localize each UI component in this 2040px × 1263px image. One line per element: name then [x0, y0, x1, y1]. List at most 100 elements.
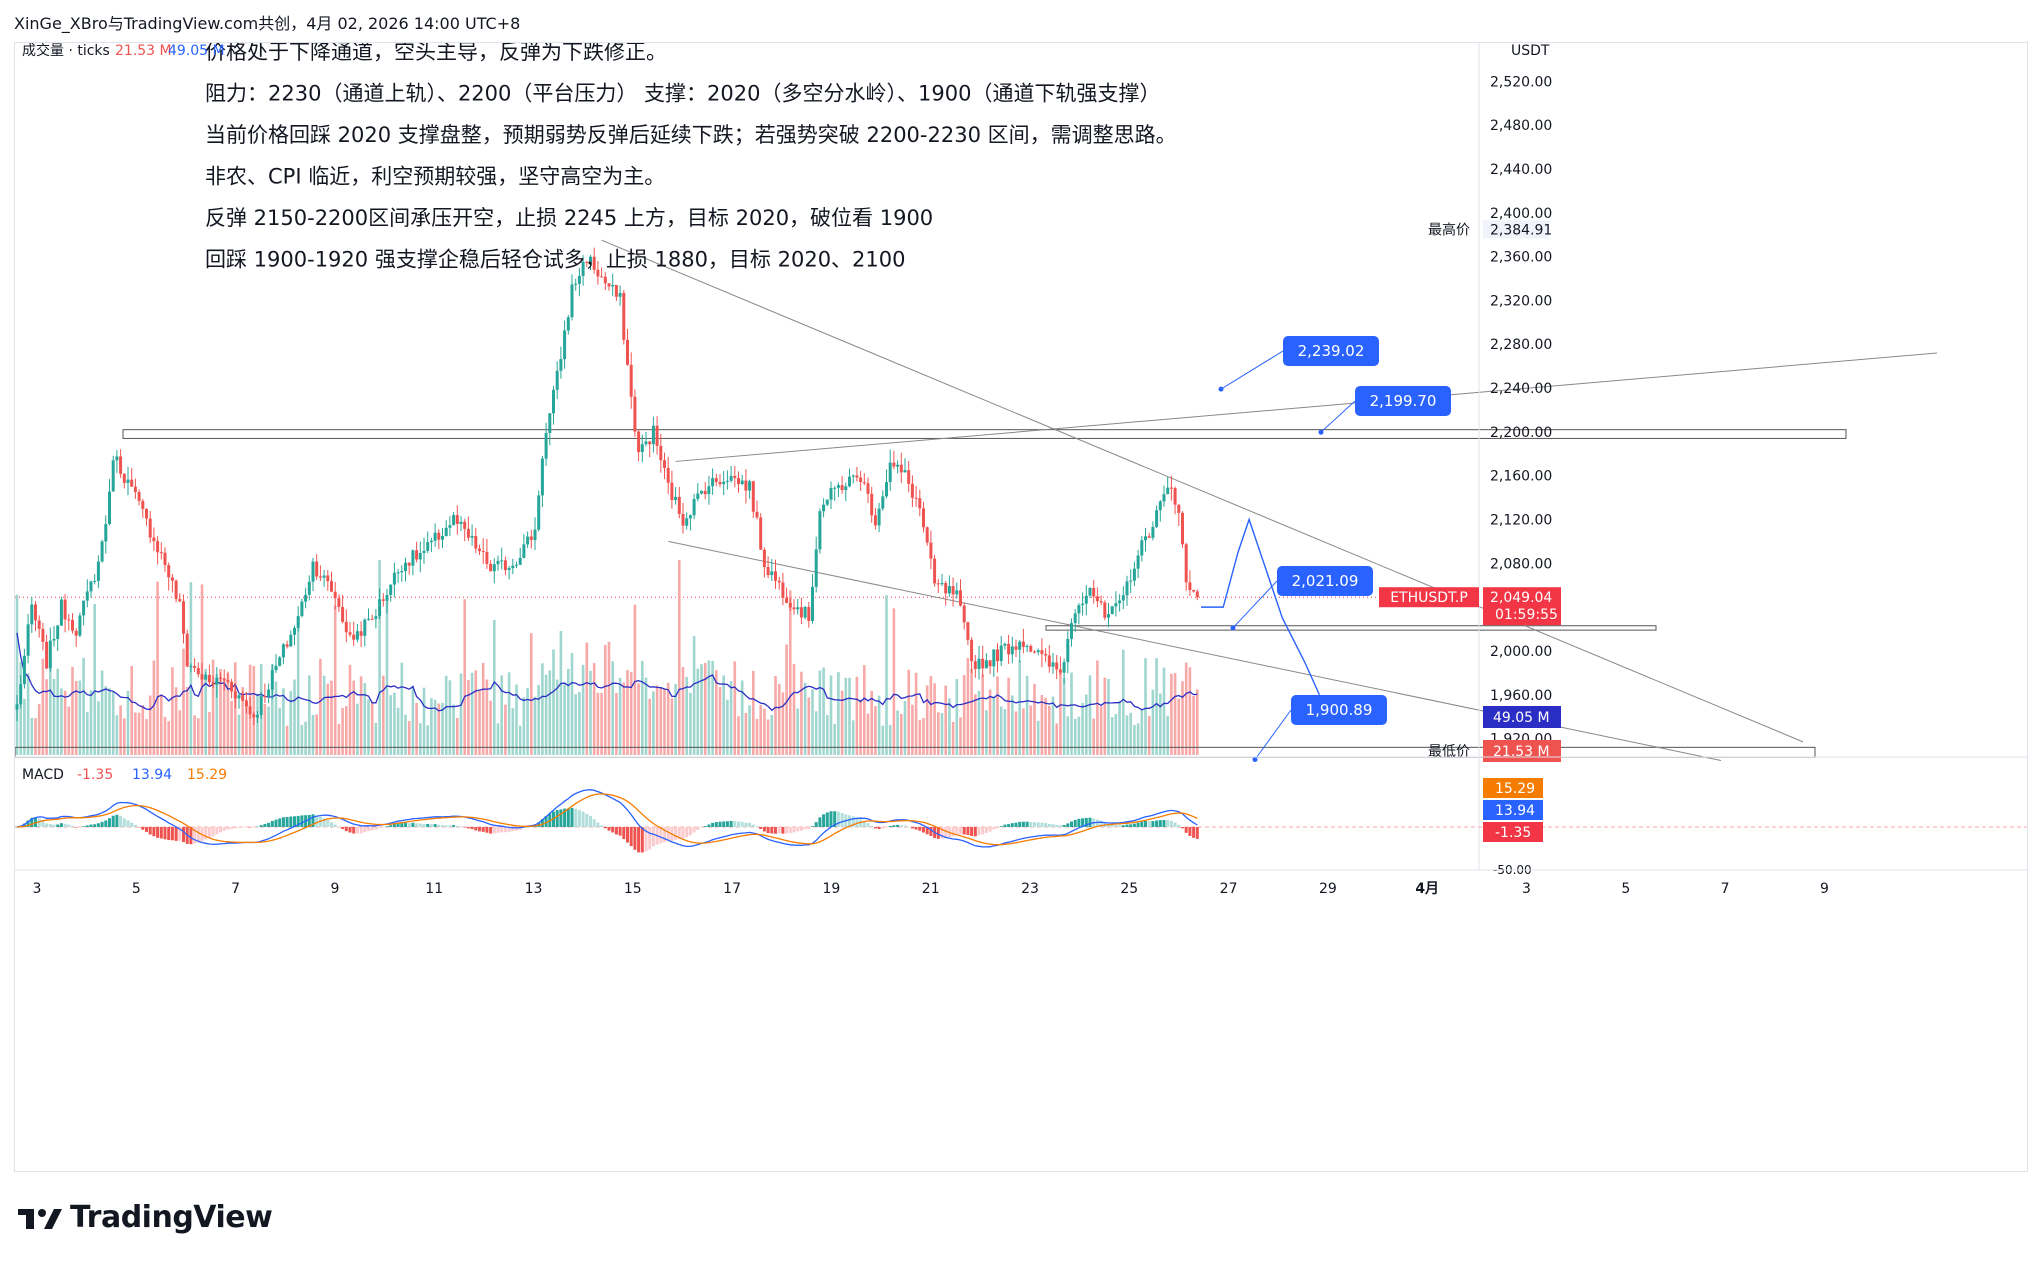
- candle-body: [56, 625, 60, 639]
- macd-bar: [703, 826, 707, 827]
- volume-bar: [167, 721, 170, 755]
- candle-body: [196, 668, 200, 675]
- volume-bar: [49, 659, 52, 755]
- candle-body: [759, 517, 763, 550]
- candle-body: [455, 515, 459, 524]
- candle-body: [322, 575, 326, 578]
- chart-panel[interactable]: 2,239.02 2,199.70 2,021.09 1,900.89 价格处于下降通道…: [14, 42, 2028, 1172]
- candle-body: [344, 621, 348, 633]
- volume-bar: [241, 687, 244, 755]
- macd-bar: [833, 811, 837, 827]
- volume-bar: [285, 725, 289, 755]
- price-chart[interactable]: 2,239.02 2,199.70 2,021.09 1,900.89 价格处于下降通道…: [15, 43, 2027, 1171]
- channel-upper-line: [601, 239, 1804, 743]
- volume-bar: [707, 660, 711, 755]
- last-price-countdown: 01:59:55: [1495, 607, 1558, 623]
- candle-body: [182, 601, 185, 634]
- volume-bar: [696, 668, 700, 755]
- macd-bar: [714, 822, 718, 827]
- volume-bar: [1099, 706, 1103, 755]
- candle-body: [603, 276, 607, 284]
- volume-bar: [1059, 672, 1062, 755]
- volume-bar: [666, 682, 670, 755]
- volume-bar: [123, 718, 126, 755]
- macd-bar: [733, 821, 737, 827]
- candle-body: [696, 493, 700, 500]
- volume-bar: [807, 697, 811, 755]
- volume-bar: [104, 686, 108, 755]
- macd-bar: [489, 827, 493, 834]
- candle-body: [933, 558, 937, 584]
- candle-body: [492, 564, 496, 572]
- volume-bar: [274, 681, 278, 755]
- volume-bar: [134, 712, 137, 755]
- candle-body: [877, 508, 881, 526]
- macd-histogram: [15, 807, 1199, 853]
- volume-bar: [1040, 694, 1044, 755]
- macd-bar: [862, 821, 866, 827]
- volume-bar: [870, 690, 873, 755]
- volume-bar: [526, 687, 529, 755]
- candle-body: [914, 497, 918, 499]
- candle-body: [163, 552, 167, 566]
- volume-bar: [596, 692, 600, 755]
- volume-bar: [1136, 723, 1140, 755]
- macd-bar: [1044, 823, 1048, 827]
- macd-bar: [1144, 821, 1147, 827]
- macd-bar: [45, 823, 49, 827]
- candle-body: [755, 511, 759, 518]
- macd-bar: [611, 827, 615, 833]
- volume-bar: [367, 699, 370, 755]
- macd-tag: 13.94: [1495, 803, 1535, 819]
- volume-bar: [256, 693, 259, 755]
- candle-body: [96, 561, 100, 581]
- macd-bar: [1088, 817, 1092, 827]
- macd-bar: [237, 827, 241, 828]
- macd-bar: [1195, 827, 1199, 839]
- macd-bar: [293, 816, 296, 827]
- macd-bar: [433, 824, 437, 827]
- macd-bar: [1029, 821, 1033, 827]
- macd-bar: [1018, 821, 1022, 827]
- macd-bar: [1066, 823, 1070, 827]
- macd-bar: [851, 816, 855, 827]
- macd-bar: [762, 827, 766, 832]
- macd-bar: [152, 827, 156, 837]
- volume-bar: [1155, 658, 1158, 755]
- volume-bar: [663, 689, 666, 755]
- candle-body: [100, 541, 104, 562]
- candle-body: [263, 696, 267, 698]
- macd-bar: [799, 827, 803, 831]
- macd-bar: [178, 827, 182, 841]
- candle-body: [981, 658, 985, 669]
- macd-bar: [252, 827, 256, 828]
- candle-body: [300, 601, 304, 617]
- candle-body: [870, 493, 874, 516]
- candle-body: [888, 462, 892, 483]
- candle-body: [1055, 662, 1059, 670]
- volume-bar: [1110, 717, 1114, 755]
- candle-body: [1118, 600, 1122, 604]
- candle-body: [748, 481, 752, 491]
- macd-bar: [729, 820, 733, 827]
- volume-bar: [574, 694, 577, 755]
- volume-bar: [82, 657, 85, 755]
- macd-bar: [211, 827, 215, 837]
- volume-bar: [555, 679, 559, 755]
- volume-bar: [726, 699, 729, 755]
- macd-bar: [344, 827, 348, 832]
- candle-body: [489, 563, 493, 572]
- macd-bar: [563, 808, 567, 827]
- macd-bar: [196, 827, 200, 843]
- candle-body: [910, 483, 914, 498]
- candle-body: [711, 478, 715, 487]
- volume-bar: [359, 676, 363, 755]
- candle-body: [119, 456, 123, 474]
- macd-bar: [100, 821, 104, 827]
- candle-body: [474, 535, 478, 549]
- macd-bar: [618, 827, 622, 836]
- candle-body: [52, 638, 56, 641]
- macd-bar: [866, 823, 870, 827]
- candle-body: [792, 607, 796, 610]
- volume-bar: [955, 679, 959, 755]
